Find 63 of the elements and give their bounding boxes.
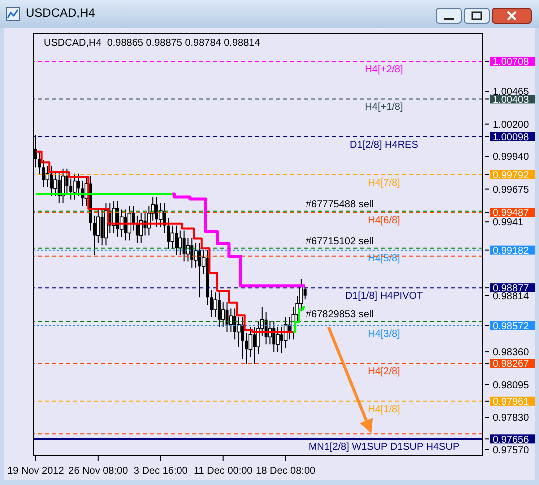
y-tick-label: 1.00098 <box>493 132 530 144</box>
y-tick-label: 1.00200 <box>493 120 530 131</box>
candlestick <box>198 242 202 298</box>
x-tick-label: 26 Nov 08:00 <box>68 466 129 477</box>
ref-line-label: H4[2/8] <box>368 366 401 378</box>
y-tick-label: 0.98572 <box>493 321 530 332</box>
candlestick <box>182 230 186 262</box>
candlestick <box>70 178 73 200</box>
ref-line-label: D1[1/8] H4PIVOT <box>345 291 424 302</box>
candlestick <box>73 173 77 200</box>
y-tick-label: 0.97570 <box>493 445 530 456</box>
y-tick-label: 0.9941 <box>493 218 524 229</box>
candlestick <box>241 316 244 360</box>
candlestick <box>234 308 237 340</box>
candlestick <box>93 215 96 256</box>
y-tick-label: 0.98095 <box>493 380 530 392</box>
candlestick <box>100 209 104 246</box>
candlestick <box>280 326 284 354</box>
ref-line-label: H4[3/8] <box>368 328 401 340</box>
y-tick-label: 0.98814 <box>493 291 530 302</box>
x-tick-label: 11 Dec 00:00 <box>194 466 254 477</box>
y-tick-label: 0.97961 <box>493 397 530 408</box>
annotation: #67829853 sell <box>306 310 374 321</box>
y-tick-label: 0.97656 <box>493 434 530 446</box>
x-tick-label: 3 Dec 16:00 <box>134 466 188 477</box>
candlestick <box>77 173 80 197</box>
candlestick <box>245 332 248 365</box>
y-tick-label: 0.98360 <box>493 348 530 359</box>
candlestick <box>253 326 256 365</box>
ref-line-label: H4[1/8] <box>368 404 401 416</box>
ref-line-label: D1[2/8] H4RES <box>350 140 419 151</box>
x-tick-label: 18 Dec 08:00 <box>256 466 316 477</box>
candlestick <box>178 230 182 256</box>
ref-line-label: H4[6/8] <box>368 216 401 227</box>
candlestick <box>226 302 229 333</box>
ref-line-label: H4[+2/8] <box>365 64 404 76</box>
annotation: #67775488 sell <box>306 199 374 210</box>
y-tick-label: 0.99182 <box>493 246 530 257</box>
candlestick <box>66 168 69 194</box>
candlestick <box>112 200 116 234</box>
ref-line-label: MN1[2/8] W1SUP D1SUP H4SUP <box>308 442 460 454</box>
y-tick-label: 1.00403 <box>493 94 530 106</box>
annotation: #67715102 sell <box>306 236 374 248</box>
y-tick-label: 0.99487 <box>493 208 530 220</box>
candlestick <box>304 288 307 300</box>
y-tick-label: 0.97830 <box>493 413 530 424</box>
chart-title: USDCAD,H4 <box>26 6 96 20</box>
candlestick <box>132 206 136 232</box>
candlestick <box>190 238 194 268</box>
y-tick-label: 0.99792 <box>493 170 530 182</box>
y-tick-label: 0.98267 <box>493 359 530 370</box>
candlestick <box>50 166 54 197</box>
candlestick <box>139 212 144 244</box>
ref-line-label: H4[7/8] <box>368 178 401 189</box>
y-tick-label: 0.99940 <box>493 152 530 164</box>
ref-line-label: H4[+1/8] <box>365 102 404 114</box>
x-tick-label: 19 Nov 2012 <box>8 466 65 477</box>
chart-subtitle: USDCAD,H4 0.98865 0.98875 0.98784 0.98814 <box>44 38 260 49</box>
candlestick <box>42 160 46 188</box>
y-tick-label: 0.99675 <box>493 184 530 196</box>
ref-line-label: H4[5/8] <box>368 253 401 264</box>
y-tick-label: 1.00708 <box>493 57 530 68</box>
candlestick <box>210 290 214 318</box>
